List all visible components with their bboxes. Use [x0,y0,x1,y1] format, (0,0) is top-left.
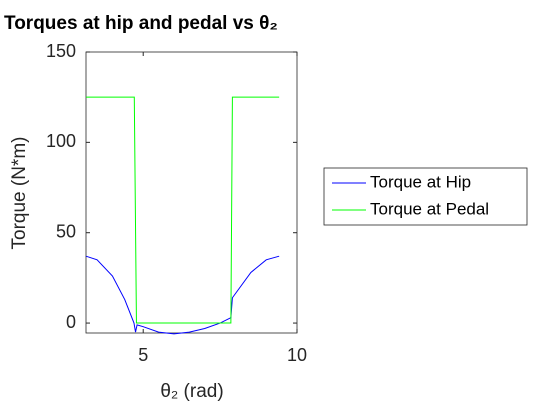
data-line [85,255,280,335]
y-axis-label: Torque (N*m) [9,137,30,250]
y-tick-label: 150 [46,41,76,61]
y-tick-label: 50 [56,221,76,241]
legend-box [323,167,528,226]
legend-label: Torque at Hip [370,172,471,191]
x-axis-label: θ₂ (rad) [160,381,223,402]
data-line [86,96,280,324]
legend-label: Torque at Pedal [370,199,489,218]
plot-area [85,51,298,334]
y-tick-label: 100 [46,131,76,151]
x-tick-label: 10 [287,345,307,365]
chart-title: Torques at hip and pedal vs θ₂ [4,13,278,34]
x-tick-label: 5 [138,345,148,365]
y-tick-label: 0 [66,312,76,332]
